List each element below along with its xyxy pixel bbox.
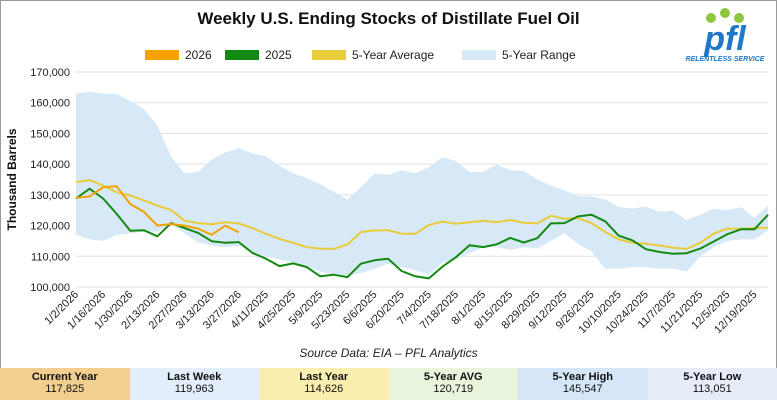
legend-label: 2026 bbox=[185, 48, 212, 62]
legend-swatch bbox=[462, 50, 496, 60]
stat-value: 117,825 bbox=[45, 383, 85, 395]
stat-value: 113,051 bbox=[692, 383, 732, 395]
logo-tagline: RELENTLESS SERVICE bbox=[686, 56, 765, 63]
five-year-range-band bbox=[76, 91, 768, 277]
y-axis-label: Thousand Barrels bbox=[5, 128, 19, 230]
y-tick-label: 150,000 bbox=[30, 128, 70, 140]
legend-item: 5-Year Range bbox=[462, 48, 576, 62]
stat-cell: 5-Year AVG 120,719 bbox=[388, 368, 518, 400]
lines-layer bbox=[75, 179, 769, 280]
stats-bar: Current Year 117,825 Last Week 119,963 Last … bbox=[0, 368, 777, 400]
legend-swatch bbox=[145, 50, 179, 60]
stat-label: 5-Year AVG bbox=[423, 371, 483, 383]
legend: 2026 2025 5-Year Average 5-Year Range bbox=[0, 48, 777, 66]
stat-label: Last Week bbox=[167, 371, 222, 383]
legend-label: 2025 bbox=[265, 48, 292, 62]
legend-swatch bbox=[225, 50, 259, 60]
stat-value: 119,963 bbox=[174, 383, 214, 395]
y-tick-label: 100,000 bbox=[30, 282, 70, 294]
stat-value: 120,719 bbox=[433, 383, 474, 395]
stat-label: 5-Year Low bbox=[683, 371, 742, 383]
stat-value: 114,626 bbox=[304, 383, 344, 395]
stat-label: 5-Year High bbox=[552, 371, 614, 383]
series-2025-line bbox=[75, 187, 769, 280]
stat-cell: Last Year 114,626 bbox=[259, 368, 389, 400]
pfl-logo-icon: pfl RELENTLESS SERVICE bbox=[686, 8, 765, 63]
legend-label: 5-Year Range bbox=[502, 48, 576, 62]
y-tick-label: 140,000 bbox=[30, 159, 70, 171]
y-axis: 100,000 110,000 120,000 130,000 140,000 150,0… bbox=[30, 67, 70, 294]
legend-item: 5-Year Average bbox=[312, 48, 434, 62]
range-layer bbox=[76, 91, 768, 277]
stat-cell: 5-Year High 145,547 bbox=[518, 368, 648, 400]
stat-value: 145,547 bbox=[562, 383, 603, 395]
series-2026-line bbox=[75, 185, 240, 236]
chart-title: Weekly U.S. Ending Stocks of Distillate … bbox=[197, 9, 580, 28]
y-tick-label: 170,000 bbox=[30, 67, 70, 79]
legend-item: 2025 bbox=[225, 48, 292, 62]
legend-label: 5-Year Average bbox=[352, 48, 435, 62]
y-tick-label: 160,000 bbox=[30, 98, 70, 110]
y-tick-label: 120,000 bbox=[30, 221, 70, 233]
logo-text: pfl bbox=[703, 20, 747, 58]
stat-cell: Current Year 117,825 bbox=[0, 368, 130, 400]
legend-swatch bbox=[312, 50, 346, 60]
stat-cell: 5-Year Low 113,051 bbox=[647, 368, 777, 400]
pfl-logo: pfl RELENTLESS SERVICE bbox=[676, 4, 774, 66]
source-note: Source Data: EIA – PFL Analytics bbox=[299, 346, 478, 360]
y-tick-label: 130,000 bbox=[30, 190, 70, 202]
stat-label: Last Year bbox=[299, 371, 349, 383]
stat-cell: Last Week 119,963 bbox=[129, 368, 259, 400]
stat-label: Current Year bbox=[31, 371, 98, 383]
series-5yr-average-line bbox=[75, 179, 769, 250]
y-tick-label: 110,000 bbox=[31, 251, 70, 263]
legend-item: 2026 bbox=[145, 48, 212, 62]
x-axis: 1/2/20261/16/20261/30/20262/13/20262/27/… bbox=[42, 289, 759, 336]
